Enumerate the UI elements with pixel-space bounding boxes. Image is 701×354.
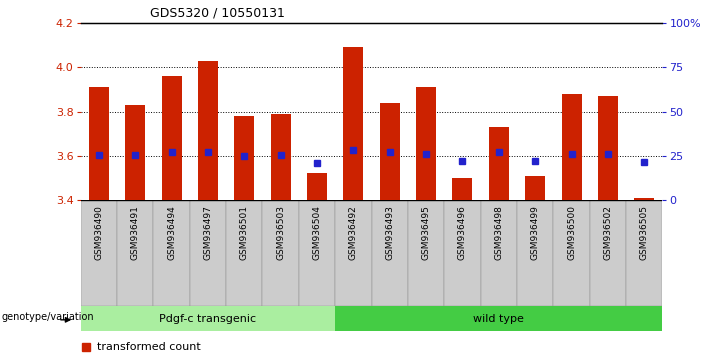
Bar — [125, 105, 145, 200]
Bar — [343, 47, 363, 200]
Bar — [562, 94, 582, 200]
Text: GSM936504: GSM936504 — [313, 205, 322, 260]
Bar — [634, 198, 654, 200]
Bar — [234, 116, 254, 200]
Bar — [553, 200, 590, 306]
Text: GSM936491: GSM936491 — [130, 205, 139, 260]
Bar — [117, 200, 154, 306]
Bar — [408, 200, 444, 306]
Bar — [271, 114, 291, 200]
Text: GSM936497: GSM936497 — [203, 205, 212, 260]
Bar — [154, 200, 190, 306]
Bar — [161, 76, 182, 200]
Bar — [489, 127, 509, 200]
Bar — [299, 200, 335, 306]
Bar — [525, 176, 545, 200]
Bar — [81, 306, 335, 331]
Text: GSM936498: GSM936498 — [494, 205, 503, 260]
Text: GSM936502: GSM936502 — [604, 205, 613, 260]
Text: genotype/variation: genotype/variation — [1, 312, 94, 322]
Bar — [517, 200, 553, 306]
Bar — [481, 200, 517, 306]
Text: GSM936496: GSM936496 — [458, 205, 467, 260]
Text: GSM936494: GSM936494 — [167, 205, 176, 260]
Text: GSM936492: GSM936492 — [349, 205, 358, 260]
Bar — [590, 200, 626, 306]
Bar — [335, 200, 372, 306]
Bar — [262, 200, 299, 306]
Bar — [626, 200, 662, 306]
Bar — [226, 200, 262, 306]
Text: GSM936493: GSM936493 — [386, 205, 394, 260]
Bar — [335, 306, 662, 331]
Text: GSM936503: GSM936503 — [276, 205, 285, 260]
Text: GSM936490: GSM936490 — [95, 205, 103, 260]
Bar — [89, 87, 109, 200]
Bar — [444, 200, 481, 306]
Text: GSM936505: GSM936505 — [640, 205, 648, 260]
Bar — [81, 200, 117, 306]
Bar — [452, 178, 472, 200]
Text: GSM936500: GSM936500 — [567, 205, 576, 260]
Bar — [190, 200, 226, 306]
Bar — [598, 96, 618, 200]
Bar — [372, 200, 408, 306]
Text: GDS5320 / 10550131: GDS5320 / 10550131 — [151, 6, 285, 19]
Bar — [198, 61, 218, 200]
Bar — [416, 87, 436, 200]
Text: GSM936499: GSM936499 — [531, 205, 540, 260]
Text: wild type: wild type — [473, 314, 524, 324]
Bar — [307, 173, 327, 200]
Text: GSM936501: GSM936501 — [240, 205, 249, 260]
Text: transformed count: transformed count — [97, 342, 200, 352]
Text: Pdgf-c transgenic: Pdgf-c transgenic — [159, 314, 257, 324]
Text: GSM936495: GSM936495 — [421, 205, 430, 260]
Bar — [380, 103, 400, 200]
